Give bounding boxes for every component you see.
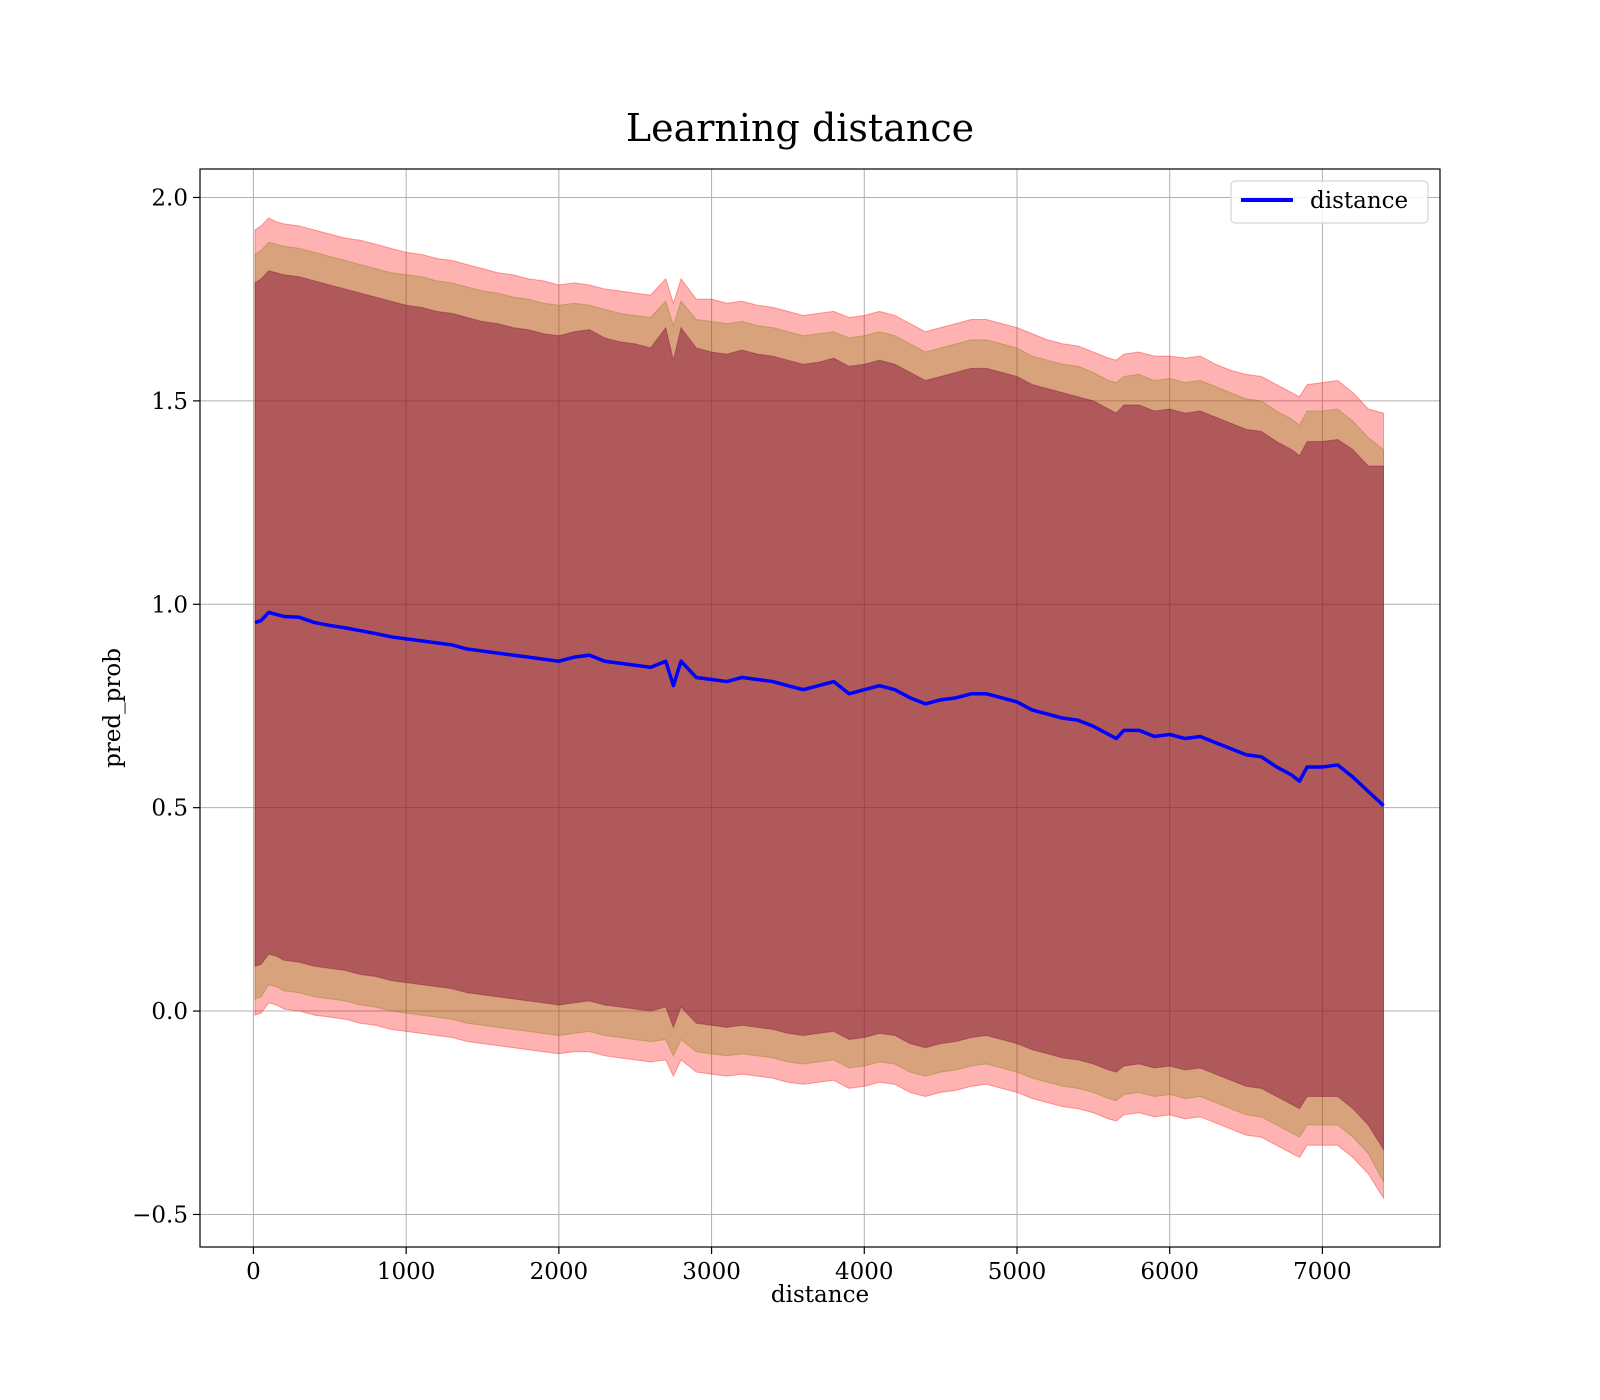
y-axis-ticks: −0.5 0.0 0.5 1.0 1.5 2.0 — [132, 185, 200, 1228]
x-tick-label: 7000 — [1293, 1259, 1352, 1285]
x-tick-label: 0 — [246, 1259, 261, 1285]
series-line-distance — [254, 610, 1385, 807]
confidence-band-1 — [254, 217, 1384, 1200]
x-tick-label: 3000 — [682, 1259, 741, 1285]
y-tick-label: 1.5 — [151, 389, 188, 415]
x-tick-label: 6000 — [1140, 1259, 1199, 1285]
x-axis-ticks: 0 1000 2000 3000 4000 5000 6000 7000 — [246, 1247, 1352, 1285]
chart-title: Learning distance — [626, 106, 974, 150]
confidence-band-2 — [254, 241, 1384, 1183]
x-tick-label: 2000 — [530, 1259, 589, 1285]
x-tick-label: 5000 — [988, 1259, 1047, 1285]
y-tick-label: 0.5 — [151, 796, 188, 822]
x-tick-label: 4000 — [835, 1259, 894, 1285]
y-tick-label: 2.0 — [151, 185, 188, 211]
legend-label-distance: distance — [1310, 188, 1408, 214]
series-lines — [254, 610, 1385, 807]
y-tick-label: −0.5 — [132, 1202, 188, 1228]
grid — [200, 169, 1440, 1247]
legend: distance — [1230, 180, 1429, 224]
legend-box — [1230, 180, 1429, 224]
x-tick-label: 1000 — [377, 1259, 436, 1285]
y-tick-label: 0.0 — [151, 999, 188, 1025]
plot-frame — [199, 168, 1441, 1248]
confidence-bands — [254, 217, 1384, 1200]
y-tick-label: 1.0 — [151, 592, 188, 618]
x-axis-label: distance — [771, 1282, 869, 1308]
confidence-band-3 — [254, 270, 1384, 1152]
plot-area — [200, 169, 1440, 1247]
y-axis-label: pred_prob — [100, 648, 126, 768]
